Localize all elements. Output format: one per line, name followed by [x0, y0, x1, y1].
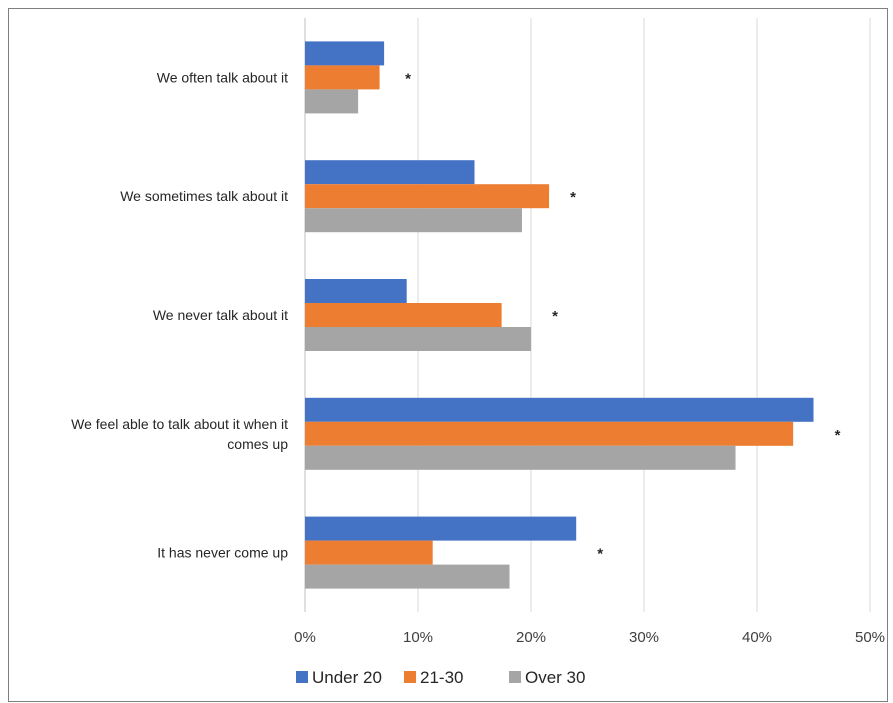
- x-tick-label: 30%: [629, 629, 659, 646]
- bar-under-20: [305, 279, 407, 303]
- x-tick-label: 20%: [516, 629, 546, 646]
- bar-under-20: [305, 41, 384, 65]
- significance-marker: *: [570, 189, 576, 206]
- category-label: We often talk about it: [157, 69, 288, 85]
- x-tick-label: 40%: [742, 629, 772, 646]
- category-label: It has never come up: [157, 545, 288, 561]
- bar-21-30: [305, 422, 793, 446]
- bar-under-20: [305, 398, 814, 422]
- significance-marker: *: [835, 427, 841, 444]
- x-tick-label: 50%: [855, 629, 885, 646]
- bar-under-20: [305, 517, 576, 541]
- bar-under-20: [305, 160, 475, 184]
- bar-over-30: [305, 565, 510, 589]
- bar-over-30: [305, 208, 522, 232]
- category-label: We sometimes talk about it: [120, 188, 288, 204]
- category-labels: We often talk about it We sometimes talk …: [71, 69, 288, 560]
- bar-over-30: [305, 446, 736, 470]
- bar-21-30: [305, 541, 433, 565]
- legend-swatch: [404, 671, 416, 683]
- x-tick-labels: 0% 10% 20% 30% 40% 50%: [294, 629, 885, 646]
- significance-marker: *: [552, 308, 558, 325]
- bar-21-30: [305, 303, 502, 327]
- significance-marker: *: [405, 70, 411, 87]
- category-label: comes up: [227, 436, 288, 452]
- legend: Under 20 21-30 Over 30: [296, 668, 585, 687]
- category-label: We never talk about it: [153, 307, 288, 323]
- x-tick-label: 10%: [403, 629, 433, 646]
- bar-21-30: [305, 65, 380, 89]
- legend-label: Under 20: [312, 668, 382, 687]
- legend-label: Over 30: [525, 668, 585, 687]
- bar-over-30: [305, 89, 358, 113]
- x-tick-label: 0%: [294, 629, 316, 646]
- bar-over-30: [305, 327, 531, 351]
- legend-swatch: [509, 671, 521, 683]
- bars: [305, 41, 814, 588]
- legend-label: 21-30: [420, 668, 463, 687]
- bar-21-30: [305, 184, 549, 208]
- category-label: We feel able to talk about it when it: [71, 416, 288, 432]
- legend-swatch: [296, 671, 308, 683]
- significance-marker: *: [597, 546, 603, 563]
